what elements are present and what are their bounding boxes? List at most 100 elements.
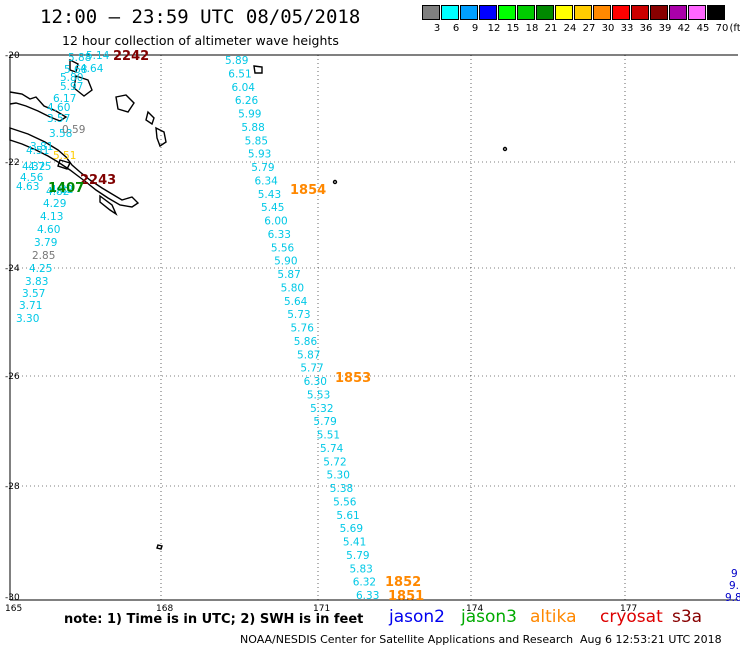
wave-height-label: 4.51 [26,145,49,157]
wave-height-label: 5.32 [310,403,333,415]
wave-height-label: 5.88 [241,122,264,134]
generation-timestamp: Aug 6 12:53:21 UTC 2018 [580,633,722,646]
scale-label: 45 [696,23,710,34]
scale-swatch [707,5,725,20]
wave-height-label: 3.81 [30,141,53,153]
scale-label: 3 [433,23,441,34]
wave-height-label: 5.80 [60,72,83,84]
wave-height-label: 5.85 [245,135,268,147]
wave-height-label: 6.51 [228,68,251,80]
scale-label: 21 [544,23,558,34]
wave-height-label: 5.79 [313,416,336,428]
wave-height-label: 5.90 [274,256,297,268]
wave-height-label: 5.76 [291,323,315,335]
track-time-stamp: 1407 [48,181,84,196]
wave-height-label: 5.45 [261,202,284,214]
scale-swatch [574,5,592,20]
scale-label: 36 [639,23,653,34]
wave-height-label: 5.51 [53,150,76,162]
scale-label: 18 [525,23,539,34]
scale-swatch [441,5,459,20]
wave-height-label: 5.74 [320,443,344,455]
wave-height-label: 5.14 [86,50,110,62]
lat-label: -22 [5,158,20,168]
lat-label: -26 [5,372,20,382]
scale-label: 42 [677,23,691,34]
wave-height-label: 6.04 [232,82,256,94]
wave-height-label: 3.57 [22,288,45,300]
scale-swatch [669,5,687,20]
wave-height-label: 6.00 [264,216,287,228]
wave-height-label: 6.30 [304,376,327,388]
wave-height-label: 5.99 [238,109,261,121]
scale-swatch [422,5,440,20]
lat-label: -30 [5,593,20,603]
footer-note: note: 1) Time is in UTC; 2) SWH is in fe… [64,612,364,627]
wave-height-label: 6.26 [235,95,259,107]
wave-height-label: 3.71 [19,300,42,312]
wave-height-label: 3.79 [34,237,57,249]
lon-label: 174 [466,604,483,614]
scale-label: 30 [601,23,615,34]
scale-swatch [460,5,478,20]
coastline-new-caledonia [9,58,508,550]
wave-height-label: 6.17 [53,93,76,105]
wave-height-label: 5.30 [327,470,350,482]
satellite-cryosat: cryosat [600,607,663,627]
wave-height-label: 5.73 [287,309,310,321]
scale-label: 70 [715,23,729,34]
wave-height-label: 5.77 [300,363,323,375]
wave-height-label: 4.60 [37,224,60,236]
wave-height-label: 6.34 [254,175,278,187]
scale-swatch [593,5,611,20]
wave-height-label: 4.56 [20,172,44,184]
lat-label: -20 [5,51,20,61]
lon-label: 177 [620,604,637,614]
wave-height-label: 6.33 [356,590,379,602]
credit-line: NOAA/NESDIS Center for Satellite Applica… [240,633,574,646]
wave-height-label: 2.85 [32,250,55,262]
scale-swatch [631,5,649,20]
satellite-jason3: jason3 [461,607,517,627]
wave-height-label: 9.8 [725,592,740,604]
wave-height-label: 5.56 [271,242,295,254]
wave-height-label: 5.93 [248,149,271,161]
scale-label: 12 [487,23,501,34]
wave-height-label: 4.29 [43,198,66,210]
wave-height-label: 4.32 [50,184,73,196]
wave-height-label: 3.58 [49,128,72,140]
wave-height-label: 3.83 [25,276,48,288]
wave-height-label: 5.69 [340,523,363,535]
wave-height-label: 5.86 [294,336,318,348]
scale-swatch [555,5,573,20]
wave-height-label: 6.33 [268,229,291,241]
wave-height-label: 6.32 [353,577,376,589]
scale-label: 33 [620,23,634,34]
track-time-stamp: 1851 [388,589,424,604]
scale-swatch [612,5,630,20]
lon-label: 171 [313,604,330,614]
scale-label: 27 [582,23,596,34]
wave-height-label: 3.30 [16,313,39,325]
wave-height-label: 9 [731,568,738,580]
wave-height-label: 5.72 [323,456,346,468]
lon-label: 165 [5,604,22,614]
wave-height-label: 5.80 [281,282,304,294]
lat-label: -24 [5,264,20,274]
scale-swatch [536,5,554,20]
wave-height-label: 4.63 [16,181,39,193]
wave-height-label: 5.88 [68,52,91,64]
wave-height-label: 5.89 [225,55,248,67]
wave-height-label: 4.64 [80,63,104,75]
track-time-stamp: 2242 [113,49,149,64]
scale-label: 9 [471,23,479,34]
map-title: 12:00 – 23:59 UTC 08/05/2018 [40,6,361,28]
lat-label: -28 [5,482,20,492]
track-value-labels: 5.896.516.046.265.995.885.855.935.796.34… [16,49,740,604]
wave-height-label: 5.61 [336,510,359,522]
track-time-stamp: 1852 [385,575,421,590]
wave-height-label: 5.43 [258,189,281,201]
wave-height-label: 5.79 [251,162,274,174]
